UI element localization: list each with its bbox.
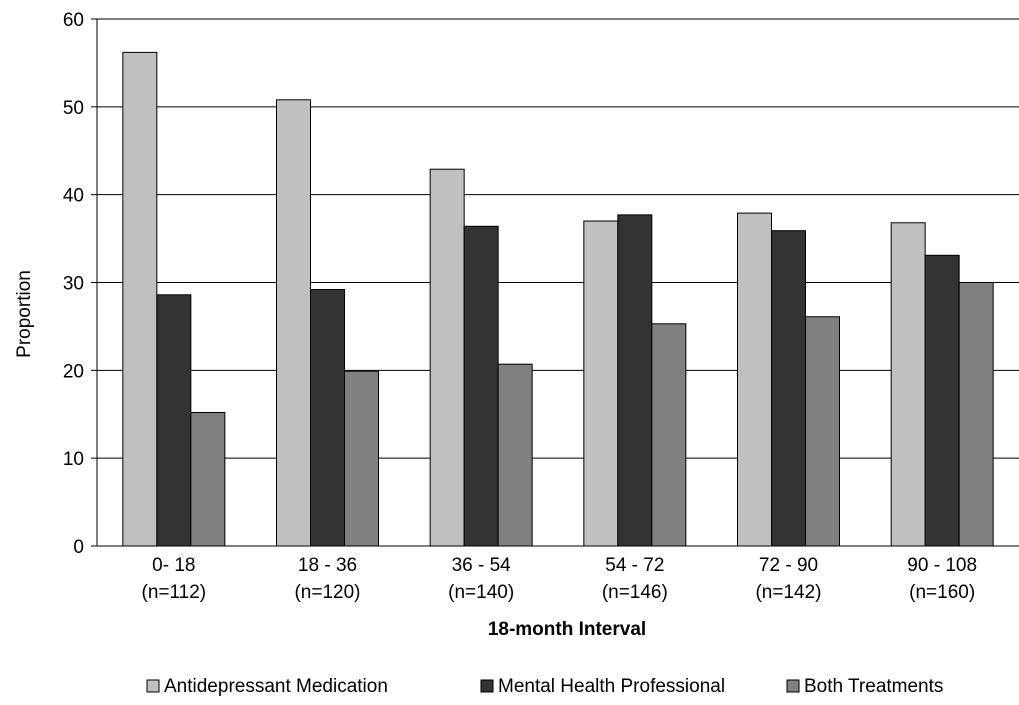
y-tick-label: 40 xyxy=(63,186,84,207)
bar xyxy=(651,323,687,547)
y-tick-label: 50 xyxy=(63,98,84,119)
x-tick-label: (n=112) xyxy=(142,582,207,603)
bars xyxy=(122,51,994,547)
bar xyxy=(924,254,960,547)
bar xyxy=(583,220,619,547)
legend: Antidepressant Medication Mental Health P… xyxy=(146,676,943,697)
x-tick-label: (n=142) xyxy=(755,582,821,603)
y-tick-label: 30 xyxy=(63,274,84,295)
x-tick-label: 18 - 36 xyxy=(298,555,357,576)
y-tick-label: 0 xyxy=(73,537,84,558)
bar xyxy=(463,225,499,547)
x-tick-labels: 0- 18 (n=112) 18 - 36 (n=120) 36 - 54 (n=140)… xyxy=(142,555,978,603)
x-tick-label: 36 - 54 xyxy=(452,555,512,576)
legend-label: Antidepressant Medication xyxy=(164,676,388,697)
bar xyxy=(429,168,465,547)
x-tick-label: (n=146) xyxy=(602,582,668,603)
y-tick-labels: 0 10 20 30 40 50 60 xyxy=(63,10,84,558)
bar xyxy=(890,222,926,547)
legend-label: Both Treatments xyxy=(804,676,943,697)
bar xyxy=(497,363,533,547)
bar xyxy=(771,230,806,547)
legend-label: Mental Health Professional xyxy=(498,676,725,697)
y-tick-label: 20 xyxy=(63,361,84,382)
bar xyxy=(276,99,311,547)
axes xyxy=(96,19,1019,547)
legend-swatch xyxy=(480,679,494,693)
x-tick-label: (n=120) xyxy=(294,582,360,603)
legend-swatch xyxy=(146,679,160,693)
x-tick-label: 54 - 72 xyxy=(605,555,664,576)
bar xyxy=(122,51,158,547)
bar xyxy=(190,411,226,547)
x-axis-title: 18-month Interval xyxy=(488,619,646,640)
bar xyxy=(805,316,840,547)
legend-swatch xyxy=(786,679,800,693)
bar xyxy=(310,289,345,547)
bar xyxy=(958,282,994,547)
bar xyxy=(344,370,379,547)
x-tick-label: (n=160) xyxy=(909,582,975,603)
x-tick-label: 0- 18 xyxy=(152,555,195,576)
x-tick-label: (n=140) xyxy=(448,582,514,603)
bar xyxy=(737,212,772,547)
bar xyxy=(156,294,192,547)
x-tick-label: 90 - 108 xyxy=(907,555,977,576)
bar xyxy=(617,214,653,547)
y-tick-label: 10 xyxy=(63,449,84,470)
y-axis-title: Proportion xyxy=(14,270,35,358)
y-tick-label: 60 xyxy=(63,10,84,31)
gridlines xyxy=(91,18,1019,547)
x-tick-label: 72 - 90 xyxy=(759,555,818,576)
